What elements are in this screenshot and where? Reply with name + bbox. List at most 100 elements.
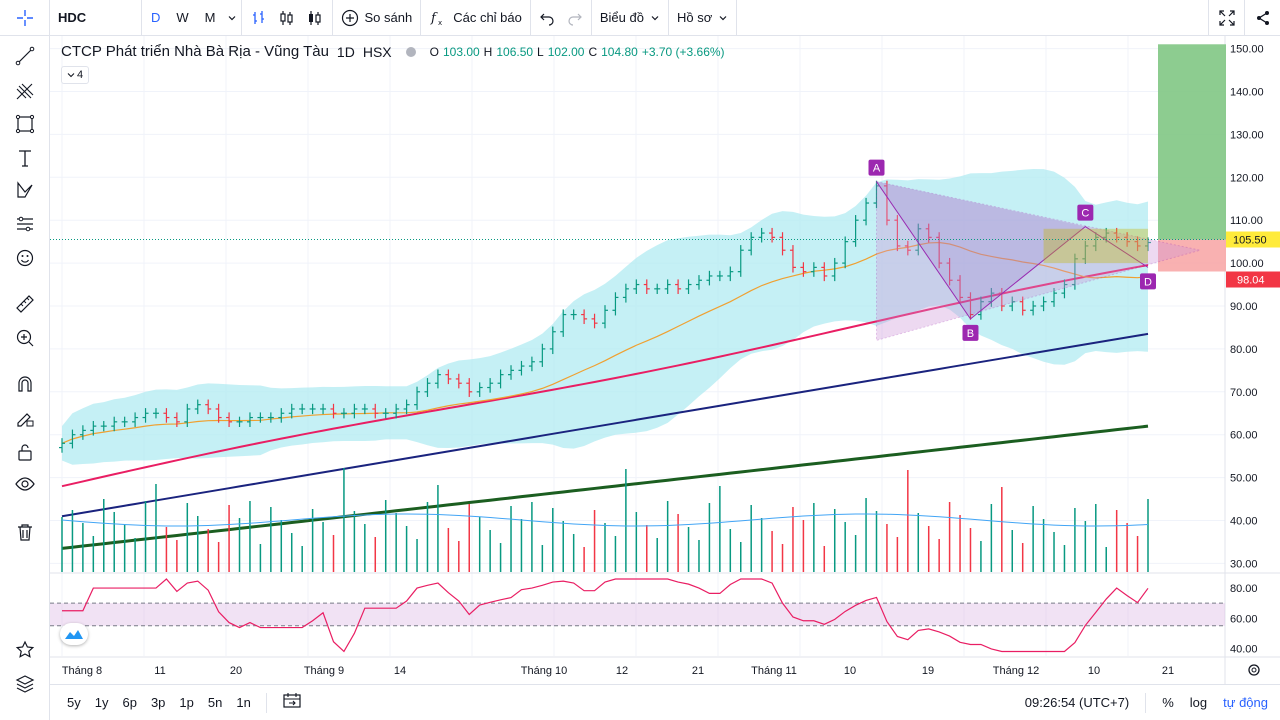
emoji-tool[interactable] xyxy=(0,242,50,274)
time-tick-label: 10 xyxy=(844,665,856,677)
stop-price-badge: 98.04 xyxy=(1226,271,1280,288)
volume-bar xyxy=(531,502,533,572)
hollow-candles-icon[interactable] xyxy=(306,9,324,27)
measure-tool[interactable] xyxy=(0,288,50,320)
rectangle-icon xyxy=(15,114,35,134)
zoom-tool[interactable] xyxy=(0,322,50,354)
price-bar xyxy=(643,279,650,294)
volume-bar xyxy=(708,503,711,572)
fullscreen-button[interactable] xyxy=(1208,0,1244,36)
range-6m[interactable]: 6p xyxy=(122,695,137,710)
interval-week[interactable]: W xyxy=(176,10,189,25)
text-tool[interactable] xyxy=(0,142,50,174)
log-scale-toggle[interactable]: log xyxy=(1189,695,1208,710)
chevron-down-icon[interactable] xyxy=(227,13,237,23)
price-bar xyxy=(695,275,702,290)
abcd-pattern-fill xyxy=(876,181,1086,319)
consolidation-box xyxy=(1043,228,1148,264)
chart-menu-button[interactable]: Biểu đồ xyxy=(592,0,669,36)
price-bar xyxy=(915,223,922,256)
price-tick-label: 150.00 xyxy=(1230,44,1264,56)
volume-bar xyxy=(1136,536,1139,572)
range-1m[interactable]: 1p xyxy=(179,695,194,710)
volume-bar xyxy=(290,533,293,572)
magnet-icon xyxy=(18,376,32,392)
chart-settings-icon[interactable] xyxy=(1248,664,1260,676)
volume-bar xyxy=(1095,504,1097,572)
auto-scale-toggle[interactable]: tự động xyxy=(1223,695,1268,710)
price-bar xyxy=(528,356,535,372)
volume-bar xyxy=(729,529,732,572)
interval-day[interactable]: D xyxy=(151,10,161,25)
volume-bar xyxy=(510,506,512,572)
undo-icon[interactable] xyxy=(539,10,555,26)
magnet-tool[interactable] xyxy=(0,368,50,400)
price-bar xyxy=(100,420,107,432)
profile-menu-button[interactable]: Hồ sơ xyxy=(669,0,738,36)
price-bar xyxy=(800,262,807,277)
range-1y[interactable]: 1y xyxy=(94,695,109,710)
indicator-collapse-button[interactable]: 4 xyxy=(61,66,89,84)
price-bar xyxy=(205,399,212,415)
price-bar xyxy=(163,408,170,423)
price-bar xyxy=(936,232,943,269)
price-tick-label: 100.00 xyxy=(1230,258,1264,270)
abcd-pattern-line xyxy=(876,181,1149,320)
pattern-tool[interactable] xyxy=(0,174,50,206)
price-tick-label: 40.00 xyxy=(1230,516,1258,528)
price-bar xyxy=(90,420,97,436)
price-chart[interactable]: A B C D 150.00 140.00 130.00 120.00 110.00 100.00… xyxy=(50,36,1280,684)
trend-line-tool[interactable] xyxy=(0,40,50,72)
percent-scale-toggle[interactable]: % xyxy=(1162,695,1174,710)
prediction-tool[interactable] xyxy=(0,208,50,240)
chart-area[interactable]: A B C D 150.00 140.00 130.00 120.00 110.00 100.00… xyxy=(50,36,1280,684)
rectangle-tool[interactable] xyxy=(0,108,50,140)
bars-style-icon[interactable] xyxy=(250,9,268,27)
candles-style-icon[interactable] xyxy=(278,9,296,27)
symbol-search-button[interactable]: HDC xyxy=(50,0,142,36)
interval-month[interactable]: M xyxy=(204,10,216,25)
volume-bar xyxy=(520,519,523,572)
pattern-label-c: C xyxy=(1077,204,1094,221)
stay-in-drawing-tool[interactable] xyxy=(0,402,50,434)
object-tree-tool[interactable] xyxy=(0,668,50,700)
range-3m[interactable]: 3p xyxy=(150,695,166,710)
remove-drawings-tool[interactable] xyxy=(0,516,50,548)
go-to-date-button[interactable] xyxy=(267,693,317,712)
price-bar xyxy=(748,232,755,256)
volume-bar xyxy=(562,521,564,572)
volume-bar xyxy=(353,511,356,572)
volume-bar xyxy=(92,536,95,572)
gear-hub xyxy=(1251,667,1257,673)
share-button[interactable] xyxy=(1244,0,1280,36)
brand-logo[interactable] xyxy=(60,623,88,645)
price-bar xyxy=(434,369,441,389)
price-bar xyxy=(69,429,76,449)
watchlist-tool[interactable] xyxy=(0,634,50,666)
legend-title: CTCP Phát triển Nhà Bà Rịa - Vũng Tàu xyxy=(61,43,329,60)
price-bar xyxy=(476,382,483,397)
redo-icon[interactable] xyxy=(567,10,583,26)
price-bar xyxy=(957,275,964,303)
compare-button[interactable]: So sánh xyxy=(333,0,422,36)
volume-bar xyxy=(896,537,899,572)
range-1d[interactable]: 1n xyxy=(236,695,251,710)
fib-tool[interactable] xyxy=(0,76,50,108)
open-label: O xyxy=(429,44,439,59)
price-bar xyxy=(737,245,744,277)
lock-drawings-tool[interactable] xyxy=(0,436,50,468)
price-tick-label: 130.00 xyxy=(1230,129,1264,141)
volume-bar xyxy=(875,511,878,572)
crosshair-tool-button[interactable] xyxy=(0,0,50,36)
price-bar xyxy=(925,223,932,243)
hide-drawings-tool[interactable] xyxy=(0,468,50,500)
price-bar xyxy=(570,309,577,320)
price-tick-label: 60.00 xyxy=(1230,430,1258,442)
price-bar xyxy=(706,270,713,286)
price-bar xyxy=(132,412,139,427)
range-5y[interactable]: 5y xyxy=(67,695,81,710)
time-tick-label: 10 xyxy=(1088,665,1100,677)
volume-bar xyxy=(301,546,303,572)
range-5d[interactable]: 5n xyxy=(207,695,223,710)
